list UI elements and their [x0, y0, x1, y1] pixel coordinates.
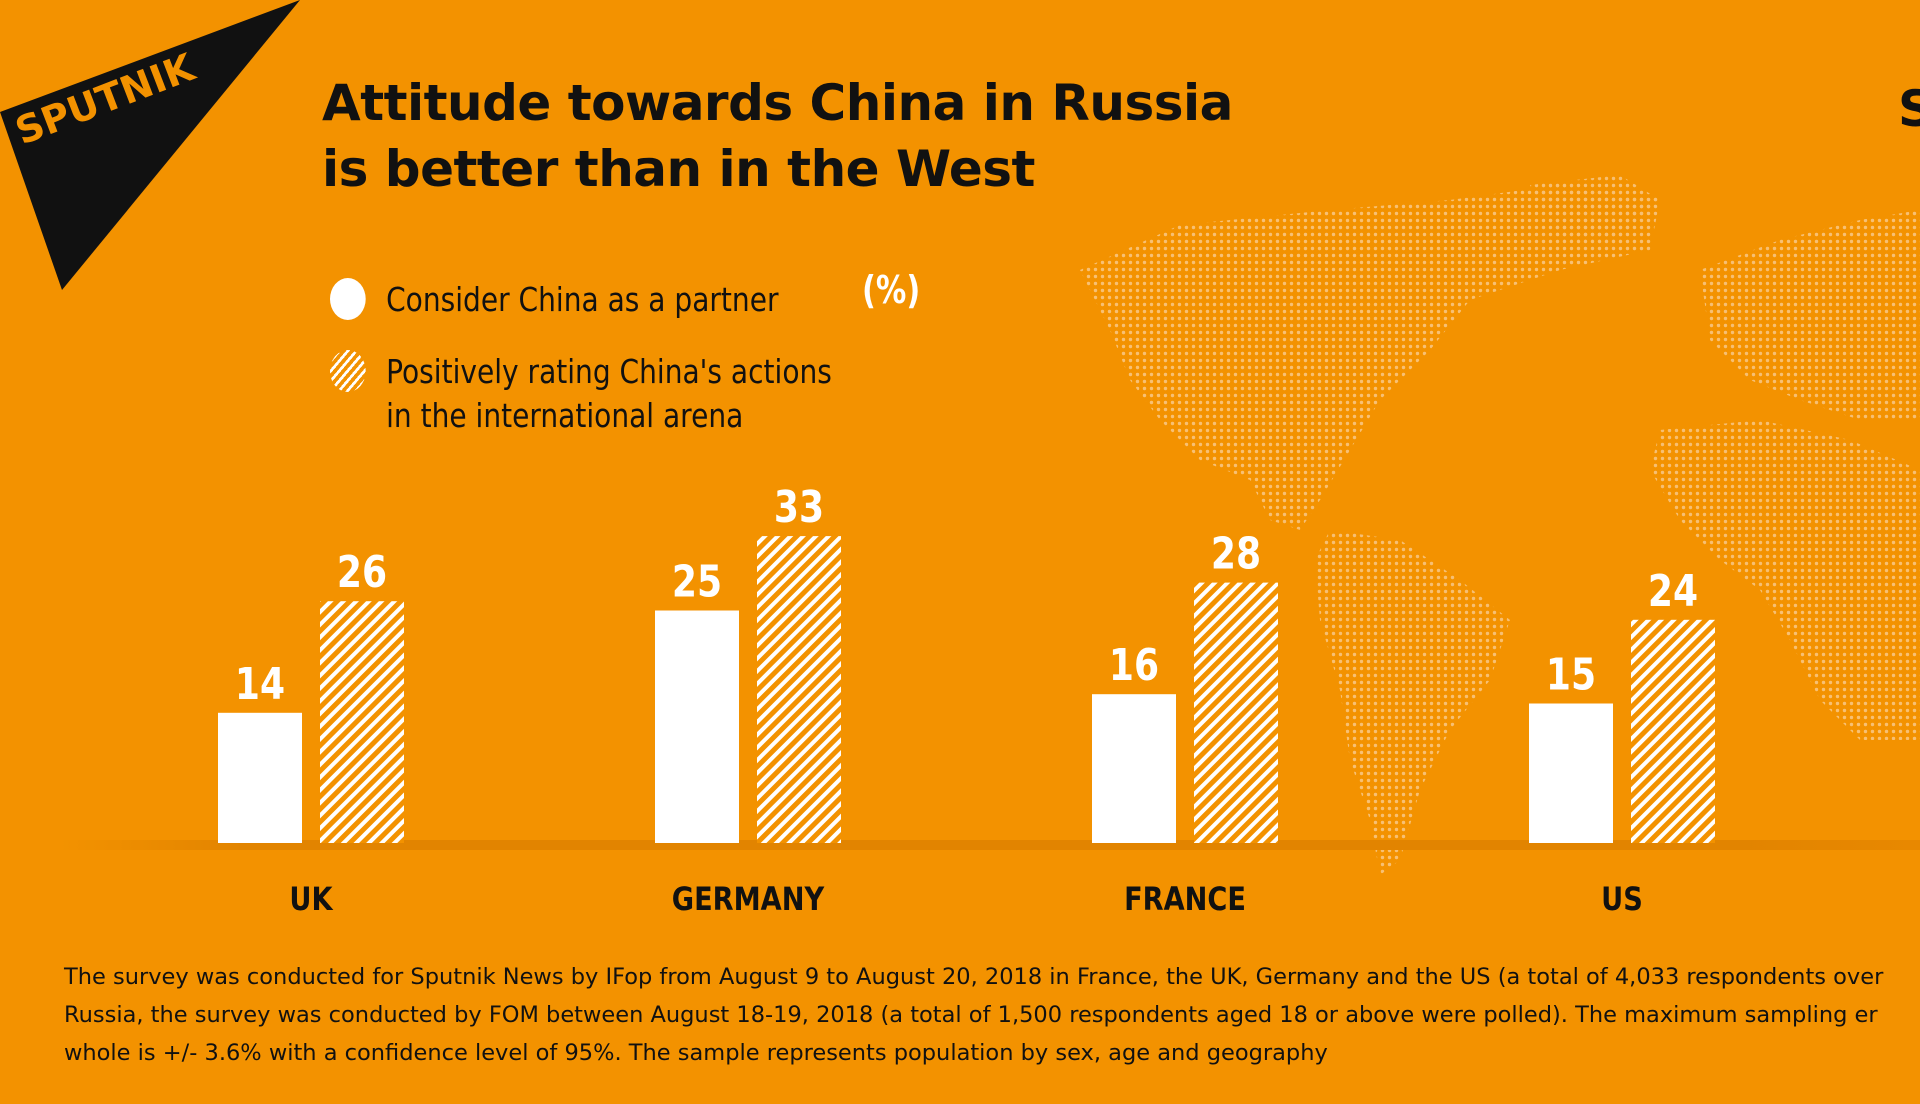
- title-line-1: Attitude towards China in Russia: [322, 74, 1233, 132]
- chart-title: Attitude towards China in Russia is bett…: [322, 70, 1322, 202]
- bar-uk-positive: [320, 601, 404, 843]
- legend-label-partner: Consider China as a partner: [386, 280, 779, 319]
- data-label-germany-partner: 25: [672, 557, 722, 607]
- category-label-germany: GERMANY: [672, 881, 825, 919]
- data-label-uk-partner: 14: [235, 659, 285, 709]
- data-label-france-partner: 16: [1109, 641, 1159, 691]
- category-label-france: FRANCE: [1124, 881, 1246, 919]
- footnote-line-1: The survey was conducted for Sputnik New…: [64, 964, 1884, 990]
- world-map-decoration: [1080, 175, 1920, 875]
- chart-baseline: [60, 840, 1920, 850]
- data-label-us-positive: 24: [1648, 566, 1698, 616]
- legend-item-partner: Consider China as a partner: [330, 278, 779, 322]
- footnote: The survey was conducted for Sputnik New…: [64, 958, 1920, 1072]
- bar-france-positive: [1194, 582, 1278, 843]
- legend-swatch-solid: [330, 278, 366, 320]
- legend-label-positive-line-1: Positively rating China's actions: [386, 352, 832, 391]
- sputnik-logo: SPUTNIK: [0, 0, 300, 290]
- footnote-line-2: Russia, the survey was conducted by FOM …: [64, 1002, 1878, 1028]
- bar-us-positive: [1631, 619, 1715, 843]
- bar-germany-partner: [655, 610, 739, 843]
- bar-uk-partner: [218, 712, 302, 843]
- bars-group: 14 26 UK 25 33 GERMANY 16 28 FRANCE 15 24 US: [218, 483, 1715, 919]
- data-label-france-positive: 28: [1211, 529, 1261, 579]
- title-line-2: is better than in the West: [322, 140, 1035, 198]
- data-label-uk-positive: 26: [337, 548, 387, 598]
- data-label-us-partner: 15: [1546, 650, 1596, 700]
- category-label-us: US: [1601, 881, 1643, 919]
- bar-germany-positive: [757, 536, 841, 843]
- footnote-line-3: whole is +/- 3.6% with a confidence leve…: [64, 1040, 1328, 1066]
- bar-us-partner: [1529, 703, 1613, 843]
- legend-swatch-hatched: [330, 350, 366, 392]
- category-label-uk: UK: [289, 881, 333, 919]
- unit-label: (%): [862, 268, 921, 312]
- partial-logo-letter: S: [1898, 80, 1920, 138]
- legend-item-positive: Positively rating China's actions in the…: [330, 350, 832, 438]
- bar-france-partner: [1092, 694, 1176, 843]
- legend-label-positive: Positively rating China's actions in the…: [386, 350, 832, 438]
- legend-label-positive-line-2: in the international arena: [386, 396, 744, 435]
- data-label-germany-positive: 33: [774, 483, 824, 533]
